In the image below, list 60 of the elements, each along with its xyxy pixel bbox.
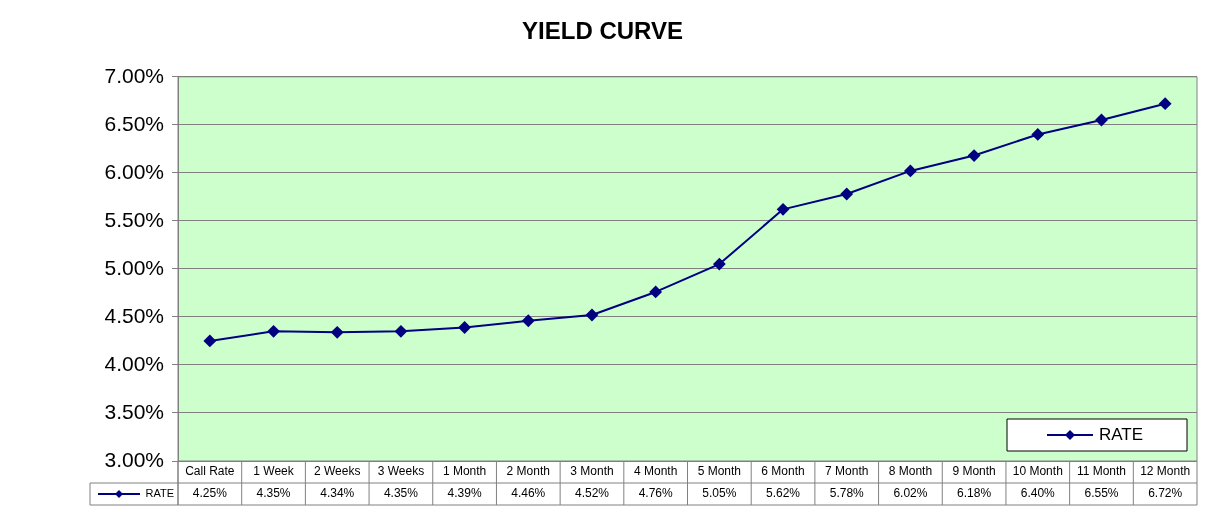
data-label: 4.52% — [574, 486, 610, 501]
point — [649, 285, 662, 298]
x-tick-label: 5 Month — [697, 464, 742, 479]
x-tick-label: 9 Month — [952, 464, 996, 479]
point — [267, 325, 280, 338]
x-tick-label: 10 Month — [1012, 464, 1063, 479]
x-tick-label: 1 Week — [253, 464, 295, 479]
data-label: 4.35% — [256, 486, 291, 501]
x-tick-label: 11 Month — [1076, 464, 1127, 479]
data-label: 6.18% — [957, 486, 992, 501]
x-tick-label: 2 Weeks — [313, 464, 361, 479]
legend-label: RATE — [1099, 424, 1144, 444]
data-label: 4.34% — [320, 486, 355, 501]
x-tick-label: 4 Month — [633, 464, 678, 479]
point — [585, 309, 598, 321]
x-tick-label: 6 Month — [761, 464, 805, 479]
point — [203, 334, 216, 347]
point — [394, 325, 407, 338]
data-label: 4.25% — [192, 486, 228, 501]
data-label: 5.62% — [766, 486, 801, 501]
point — [1095, 114, 1108, 127]
y-tick-label: 6.00% — [104, 159, 164, 183]
x-tick-label: 2 Month — [506, 464, 550, 479]
y-tick-label: 7.00% — [104, 63, 164, 87]
y-tick-label: 3.00% — [104, 447, 164, 471]
y-tick-label: 3.50% — [104, 399, 164, 423]
y-tick-label: 5.00% — [104, 255, 164, 279]
data-label: 5.78% — [829, 486, 865, 501]
y-tick-label: 6.50% — [104, 111, 164, 135]
data-label: 6.72% — [1148, 486, 1183, 501]
x-tick-label: 7 Month — [825, 464, 869, 479]
data-label: 6.40% — [1020, 486, 1056, 501]
data-label: 4.46% — [511, 486, 546, 501]
x-tick-label: 1 Month — [442, 464, 487, 479]
x-tick-label: 3 Month — [570, 464, 614, 479]
point — [331, 326, 344, 339]
x-tick-label: 8 Month — [888, 464, 933, 479]
data-label: 6.02% — [893, 486, 928, 501]
point — [904, 164, 917, 177]
data-label: 4.35% — [383, 486, 419, 501]
y-tick-label: 4.50% — [104, 303, 164, 327]
point — [458, 321, 471, 334]
point — [713, 258, 726, 271]
point — [1159, 97, 1172, 110]
point — [1031, 128, 1044, 141]
point — [840, 187, 853, 200]
y-tick-label: 4.00% — [104, 351, 164, 375]
point — [968, 149, 981, 162]
x-tick-label: Call Rate — [185, 464, 235, 479]
data-label: 4.39% — [447, 486, 482, 501]
chart-title: YIELD CURVE — [522, 17, 683, 45]
text: RATE — [145, 487, 174, 500]
point — [522, 314, 535, 327]
data-label: 4.76% — [638, 486, 673, 501]
x-tick-label: 12 Month — [1140, 464, 1191, 479]
y-tick-label: 5.50% — [104, 207, 164, 231]
data-label: 5.05% — [702, 486, 737, 501]
point — [777, 203, 790, 216]
x-tick-label: 3 Weeks — [377, 464, 425, 479]
data-label: 6.55% — [1084, 486, 1119, 501]
